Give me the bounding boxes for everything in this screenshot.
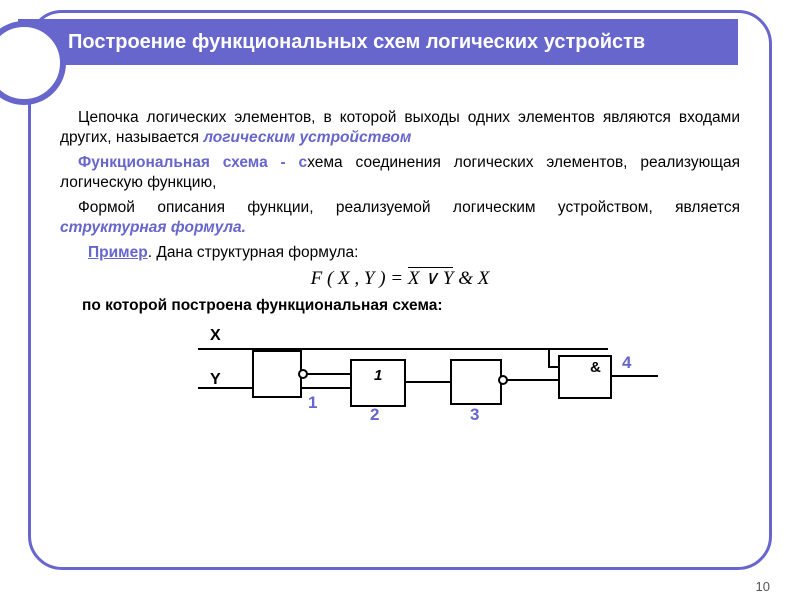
gate1-num: 1 bbox=[308, 393, 317, 413]
paragraph-2: Функциональная схема - схема соединения … bbox=[60, 153, 740, 194]
input-x-label: X bbox=[210, 327, 221, 345]
formula-overline: X ∨ Y bbox=[408, 267, 454, 288]
gate-or-symbol: 1 bbox=[374, 367, 382, 384]
gate-and bbox=[558, 355, 612, 399]
caption-2: по которой построена функциональная схем… bbox=[60, 296, 740, 316]
formula-lhs: F ( X , Y ) = bbox=[311, 268, 408, 289]
wire-not-to-and bbox=[506, 379, 558, 381]
content-area: Цепочка логических элементов, в которой … bbox=[60, 108, 740, 417]
paragraph-1: Цепочка логических элементов, в которой … bbox=[60, 108, 740, 149]
logic-diagram: X Y 1 1 2 3 & 4 bbox=[140, 325, 660, 417]
gate2-num: 2 bbox=[370, 405, 379, 425]
example-line: Пример. Дана структурная формула: bbox=[60, 243, 740, 263]
para1-highlight: логическим устройством bbox=[203, 129, 411, 146]
paragraph-3: Формой описания функции, реализуемой лог… bbox=[60, 198, 740, 239]
wire-output bbox=[612, 375, 658, 377]
gate4-num: 4 bbox=[622, 353, 631, 373]
wire-or-to-not bbox=[406, 381, 450, 383]
gate-not-x bbox=[252, 350, 302, 398]
para3-highlight: структурная формула. bbox=[60, 219, 246, 236]
page-number: 10 bbox=[756, 579, 770, 594]
wire-x-to-and bbox=[548, 366, 558, 368]
example-text: . Дана структурная формула: bbox=[148, 244, 359, 261]
title-bar: Построение функциональных схем логически… bbox=[18, 19, 738, 65]
gate-not bbox=[450, 359, 502, 405]
gate3-num: 3 bbox=[470, 405, 479, 425]
para2-highlight: Функциональная схема - с bbox=[78, 154, 307, 171]
example-label: Пример bbox=[88, 244, 148, 261]
gate-and-symbol: & bbox=[590, 359, 601, 376]
wire-x-drop bbox=[548, 348, 550, 368]
formula: F ( X , Y ) = X ∨ Y & X bbox=[60, 267, 740, 290]
formula-rhs: & X bbox=[453, 268, 489, 289]
para3-text: Формой описания функции, реализуемой лог… bbox=[78, 199, 740, 216]
wire-notx-to-or bbox=[306, 373, 350, 375]
slide-title: Построение функциональных схем логически… bbox=[68, 29, 714, 55]
